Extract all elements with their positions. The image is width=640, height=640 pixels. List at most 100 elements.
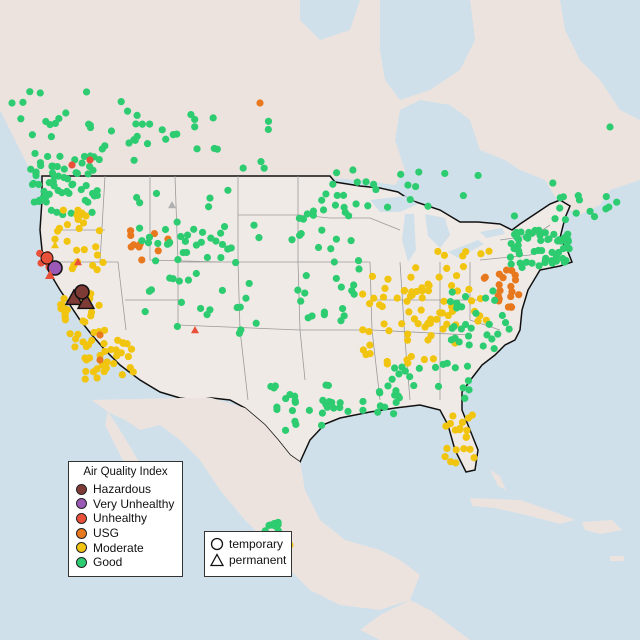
hudson-bay	[380, 0, 475, 100]
monitor-point	[452, 272, 461, 280]
monitor-point	[405, 308, 413, 316]
monitor-point	[548, 256, 556, 265]
monitor-point	[26, 88, 34, 96]
moderate-swatch-icon	[76, 542, 87, 554]
monitor-point	[95, 155, 103, 164]
monitor-point	[207, 234, 215, 242]
monitor-point	[99, 258, 107, 267]
monitor-point	[206, 194, 214, 202]
monitor-point	[82, 88, 91, 96]
monitor-point	[464, 377, 473, 385]
monitor-point	[463, 362, 472, 370]
monitor-point	[572, 209, 580, 217]
monitor-point	[508, 267, 516, 275]
monitor-point	[79, 338, 87, 346]
monitor-point	[407, 273, 415, 281]
monitor-point	[183, 231, 192, 239]
monitor-point	[368, 272, 377, 280]
monitor-point	[93, 191, 101, 200]
monitor-point	[528, 259, 536, 267]
type-item-temporary: temporary	[205, 536, 291, 552]
monitor-point	[468, 411, 476, 419]
monitor-point	[257, 158, 265, 166]
monitor-point	[255, 234, 263, 242]
monitor-point	[403, 336, 412, 344]
monitor-point	[404, 359, 412, 367]
monitor-point	[507, 239, 515, 248]
monitor-point	[381, 403, 389, 411]
newfoundland	[600, 150, 640, 185]
monitor-point	[74, 206, 82, 214]
monitor-point	[110, 360, 118, 368]
monitor-point	[429, 355, 437, 363]
monitor-point	[62, 109, 70, 117]
monitor-point	[318, 196, 326, 204]
monitor-point	[535, 226, 543, 234]
monitor-point	[563, 239, 571, 247]
monitor-point	[138, 256, 146, 264]
monitor-type-legend: temporary permanent	[204, 531, 292, 577]
usg-swatch-icon	[76, 527, 87, 539]
monitor-point	[126, 364, 134, 372]
monitor-point	[305, 406, 313, 414]
monitor-point	[60, 165, 68, 173]
legend-label: USG	[93, 526, 120, 541]
monitor-point	[359, 326, 367, 334]
monitor-point	[85, 162, 94, 171]
monitor-point	[123, 107, 132, 115]
monitor-point	[461, 320, 470, 329]
monitor-point	[510, 230, 519, 238]
monitor-point	[602, 205, 610, 213]
monitor-point	[286, 390, 294, 399]
monitor-point	[95, 301, 103, 309]
monitor-point	[406, 292, 415, 300]
monitor-point	[398, 320, 406, 328]
monitor-point	[366, 350, 374, 358]
monitor-point-permanent	[191, 326, 199, 334]
monitor-point	[481, 273, 489, 281]
triangle-icon	[210, 553, 224, 567]
monitor-point	[381, 284, 389, 292]
monitor-point	[491, 296, 499, 304]
monitor-point	[217, 253, 225, 262]
monitor-point	[190, 225, 198, 233]
monitor-point	[434, 382, 443, 391]
monitor-point	[193, 145, 201, 153]
monitor-point	[192, 269, 200, 278]
monitor-point	[250, 221, 258, 229]
type-item-permanent: permanent	[205, 552, 291, 568]
monitor-point	[332, 235, 340, 243]
monitor-point	[93, 365, 101, 373]
monitor-point	[590, 212, 599, 221]
monitor-point	[267, 521, 275, 529]
monitor-point	[331, 201, 340, 209]
monitor-point	[549, 179, 557, 187]
monitor-point	[424, 287, 433, 295]
monitor-point	[444, 311, 452, 320]
monitor-point	[456, 426, 464, 434]
monitor-point	[79, 219, 88, 227]
monitor-point	[501, 319, 510, 327]
monitor-point	[374, 408, 382, 416]
monitor-point	[461, 394, 469, 402]
monitor-point	[63, 187, 71, 195]
monitor-point	[477, 250, 485, 258]
monitor-point	[80, 152, 89, 161]
monitor-point	[339, 191, 348, 199]
arctic-water	[300, 0, 360, 40]
monitor-point	[613, 198, 621, 206]
monitor-point	[95, 227, 104, 235]
monitor-point	[468, 297, 476, 305]
monitor-point	[488, 335, 496, 343]
circle-icon	[210, 537, 224, 551]
monitor-point	[389, 410, 398, 418]
monitor-point	[400, 287, 408, 295]
lake-ontario	[480, 228, 505, 238]
monitor-point	[59, 206, 67, 214]
monitor-point	[127, 243, 135, 251]
monitor-point	[162, 135, 170, 143]
monitor-point	[143, 140, 152, 148]
monitor-point	[239, 164, 247, 172]
legend-label: Hazardous	[93, 482, 152, 497]
monitor-point	[80, 246, 88, 254]
